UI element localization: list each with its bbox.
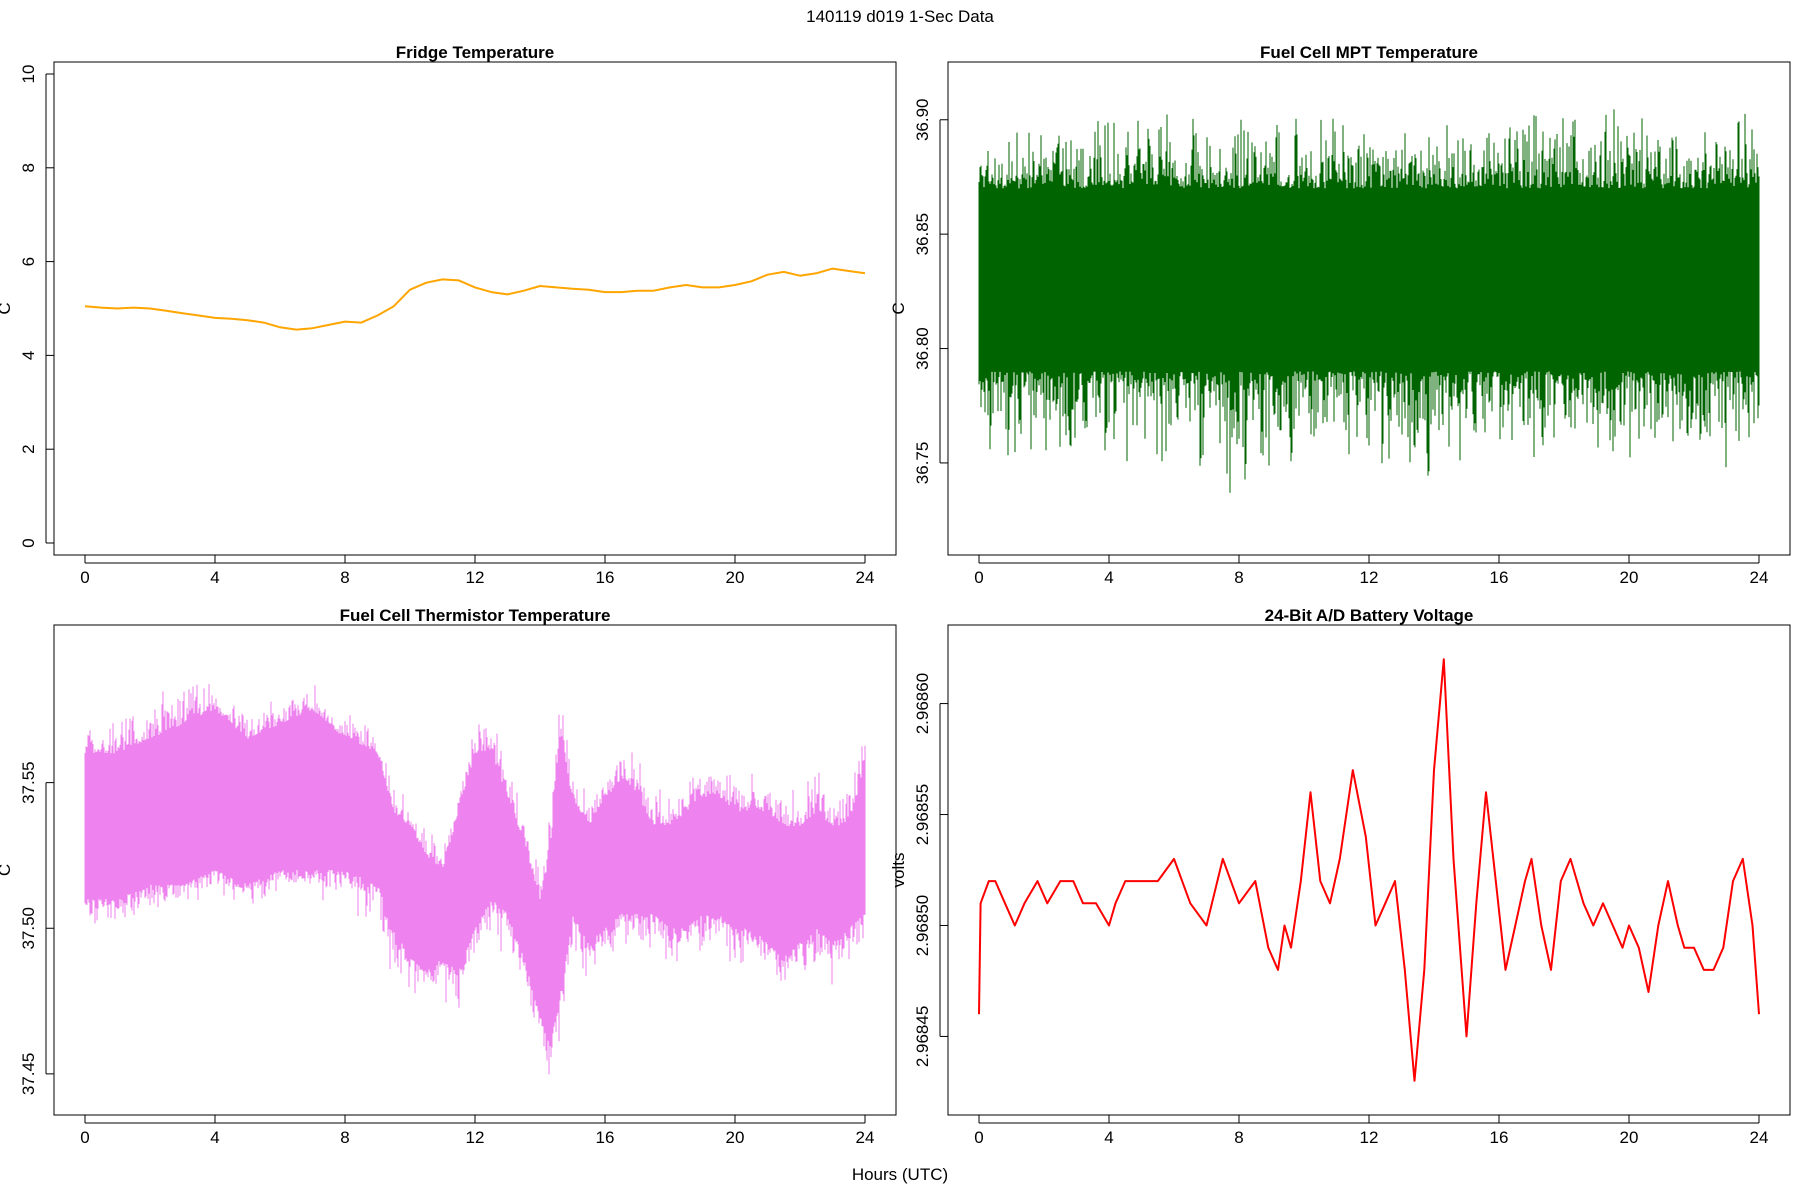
noise-band	[84, 684, 866, 1075]
x-tick-label: 0	[974, 568, 983, 587]
x-tick-label: 0	[80, 568, 89, 587]
x-tick-label: 8	[1234, 568, 1243, 587]
y-axis-label: C	[0, 302, 14, 314]
x-tick-label: 16	[596, 568, 615, 587]
figure-suptitle: 140119 d019 1-Sec Data	[806, 7, 994, 26]
x-tick-label: 4	[210, 1128, 219, 1147]
x-tick-label: 24	[856, 1128, 875, 1147]
plot-frame	[53, 61, 897, 556]
y-tick-label: 2.96845	[913, 1006, 932, 1067]
x-tick-label: 8	[340, 1128, 349, 1147]
y-axis-label: C	[889, 302, 908, 314]
x-tick-label: 20	[726, 1128, 745, 1147]
x-tick-label: 0	[974, 1128, 983, 1147]
x-tick-label: 12	[466, 1128, 485, 1147]
x-tick-label: 12	[466, 568, 485, 587]
panel-battery-voltage: 24-Bit A/D Battery Voltage volts 0 4 8 12 16 20…	[889, 606, 1791, 1147]
y-tick-label: 37.45	[19, 1053, 38, 1096]
y-tick-label: 2	[19, 444, 38, 453]
panel-title: Fuel Cell MPT Temperature	[1260, 43, 1478, 62]
x-tick-label: 20	[1620, 568, 1639, 587]
panel-fridge-temperature: Fridge TemperatureC048121620240246810	[0, 43, 897, 587]
x-tick-label: 20	[726, 568, 745, 587]
y-tick-label: 0	[19, 538, 38, 547]
y-tick-label: 6	[19, 257, 38, 266]
figure-xlabel: Hours (UTC)	[852, 1165, 948, 1184]
y-tick-label: 36.75	[913, 442, 932, 485]
y-tick-label: 36.85	[913, 213, 932, 256]
y-axis-label: volts	[889, 853, 908, 888]
x-tick-label: 24	[1750, 1128, 1769, 1147]
x-tick-label: 12	[1360, 1128, 1379, 1147]
x-tick-label: 16	[596, 1128, 615, 1147]
panel-title: Fridge Temperature	[396, 43, 554, 62]
x-tick-label: 16	[1490, 568, 1509, 587]
panel-title: Fuel Cell Thermistor Temperature	[340, 606, 611, 625]
x-tick-label: 16	[1490, 1128, 1509, 1147]
x-tick-label: 12	[1360, 568, 1379, 587]
y-tick-label: 8	[19, 163, 38, 172]
x-tick-label: 4	[1104, 568, 1113, 587]
y-tick-label: 2.96860	[913, 673, 932, 734]
y-tick-label: 2.96850	[913, 895, 932, 956]
y-tick-label: 10	[19, 65, 38, 84]
y-tick-label: 4	[19, 351, 38, 360]
panel-fuel-cell-mpt-temperature: Fuel Cell MPT Temperature C 0 4 8 12 16 20 24 36.…	[889, 43, 1791, 587]
panel-title: 24-Bit A/D Battery Voltage	[1265, 606, 1474, 625]
x-tick-label: 4	[1104, 1128, 1113, 1147]
x-tick-label: 4	[210, 568, 219, 587]
y-axis-label: C	[0, 864, 14, 876]
x-tick-label: 0	[80, 1128, 89, 1147]
x-tick-label: 24	[856, 568, 875, 587]
x-tick-label: 8	[1234, 1128, 1243, 1147]
series-line	[978, 658, 1760, 1082]
y-tick-label: 36.80	[913, 327, 932, 370]
y-tick-label: 37.50	[19, 907, 38, 950]
x-tick-label: 20	[1620, 1128, 1639, 1147]
x-tick-label: 24	[1750, 568, 1769, 587]
panel-fuel-cell-thermistor-temperature: Fuel Cell Thermistor Temperature C 0 4 8 12 16…	[0, 606, 897, 1147]
y-tick-label: 36.90	[913, 98, 932, 141]
x-tick-label: 8	[340, 568, 349, 587]
y-tick-label: 37.55	[19, 761, 38, 804]
y-tick-label: 2.96855	[913, 784, 932, 845]
noise-band	[978, 109, 1760, 493]
series-line	[84, 267, 866, 331]
